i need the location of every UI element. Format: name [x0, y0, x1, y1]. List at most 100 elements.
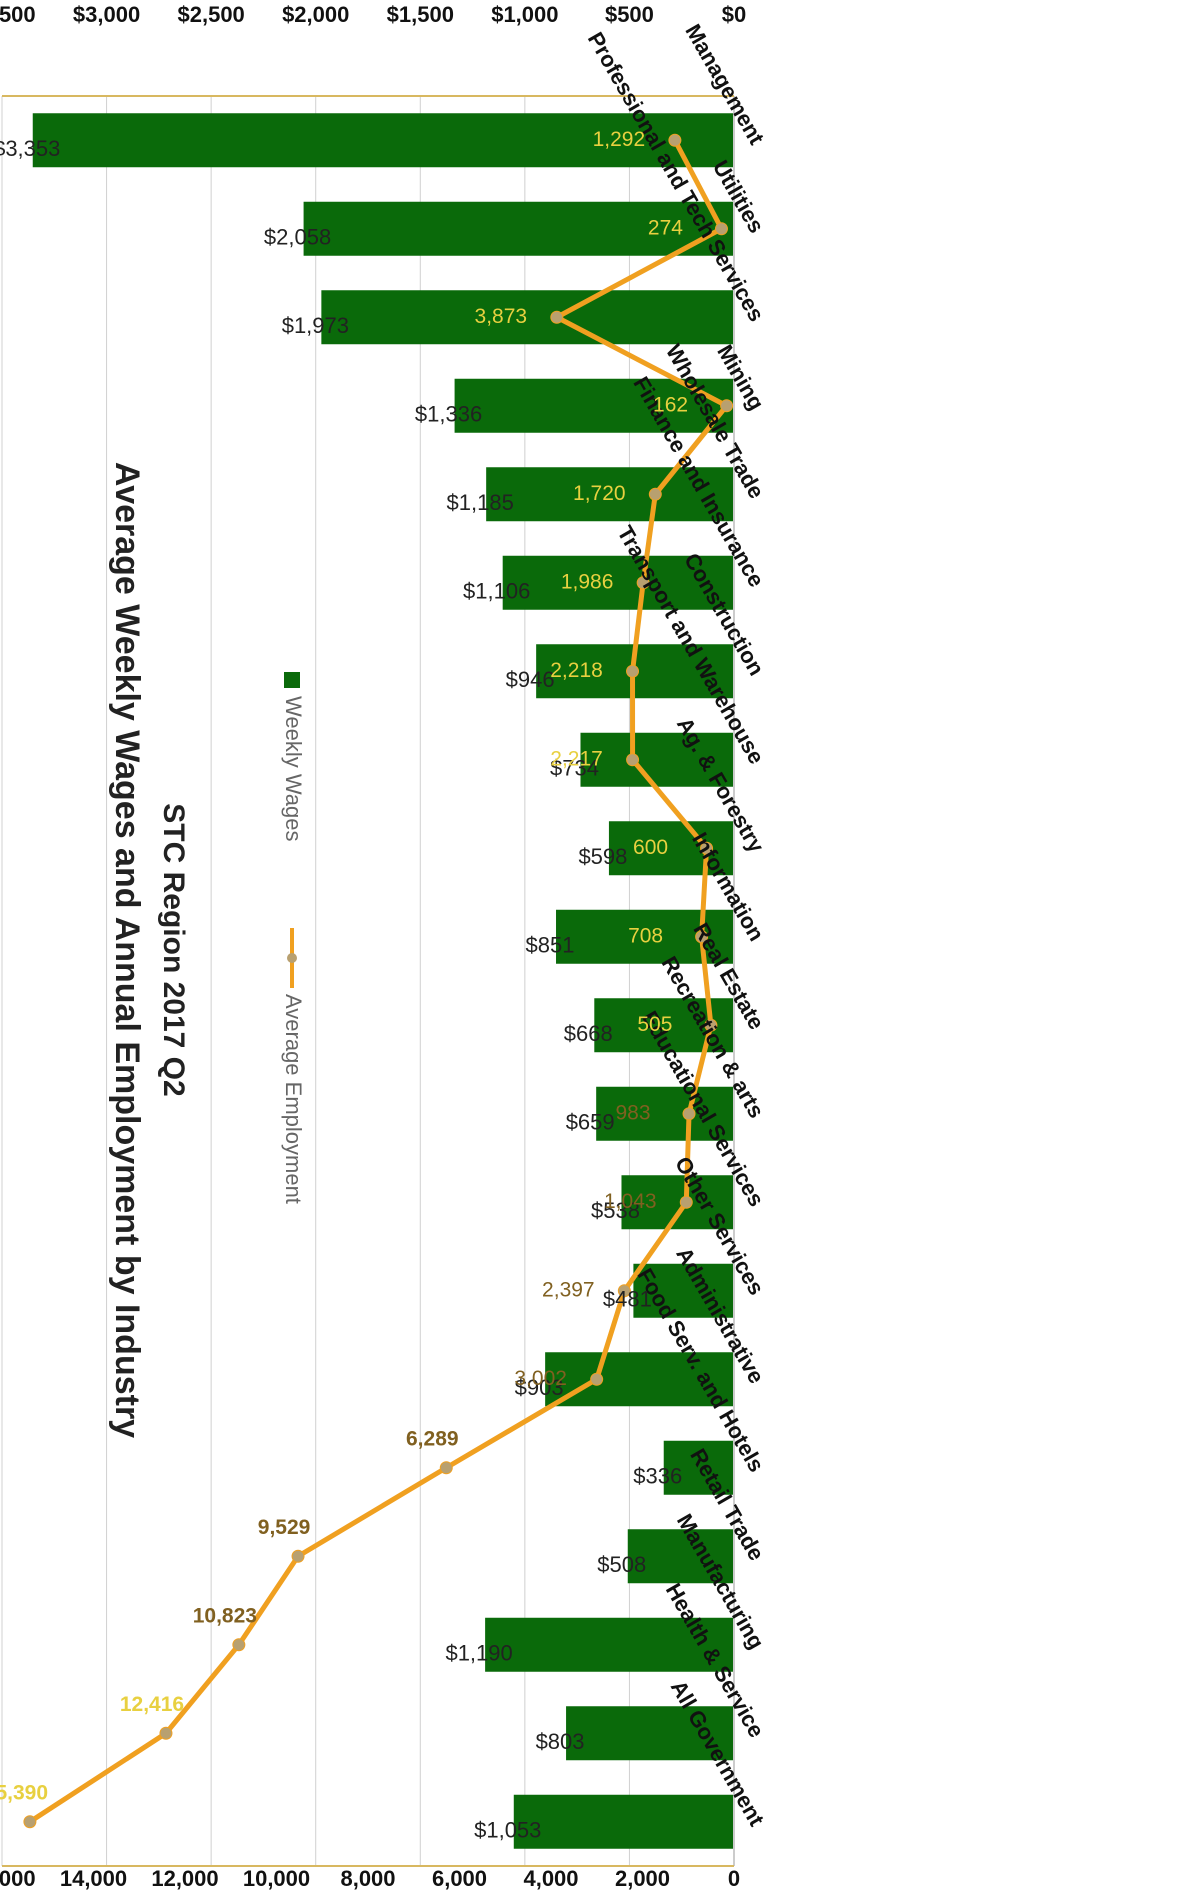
- employment-data-label: 162: [653, 393, 688, 416]
- bar: [608, 821, 734, 876]
- wage-data-label: $508: [597, 1552, 646, 1577]
- employment-marker: [720, 399, 734, 413]
- legend-label-wages: Weekly Wages: [281, 696, 306, 842]
- wage-data-label: $1,185: [447, 490, 514, 515]
- wage-data-label: $481: [603, 1287, 652, 1312]
- employment-marker: [648, 487, 662, 501]
- secondary-tick-label: 0: [728, 1866, 740, 1891]
- employment-marker: [682, 1107, 696, 1121]
- chart-title: Average Weekly Wages and Annual Employme…: [108, 462, 146, 1438]
- secondary-tick-label: 12,000: [151, 1866, 218, 1891]
- bar: [502, 555, 734, 610]
- wage-data-label: $1,106: [463, 579, 530, 604]
- wage-data-label: $668: [564, 1021, 613, 1046]
- secondary-tick-label: 6,000: [432, 1866, 487, 1891]
- employment-marker: [550, 310, 564, 324]
- secondary-tick-label: 4,000: [523, 1866, 578, 1891]
- bar: [633, 1263, 734, 1318]
- line-layer: [23, 133, 734, 1829]
- bars-layer: [32, 113, 734, 1849]
- bar: [32, 113, 734, 168]
- primary-tick-label: $2,500: [177, 2, 244, 27]
- employment-marker: [439, 1461, 453, 1475]
- primary-tick-label: $3,000: [73, 2, 140, 27]
- primary-tick-label: $2,000: [282, 2, 349, 27]
- employment-data-label: 600: [633, 836, 668, 859]
- bar: [663, 1440, 734, 1495]
- employment-marker: [668, 133, 682, 147]
- secondary-tick-label: 14,000: [60, 1866, 127, 1891]
- legend: Weekly Wages Average Employment: [281, 672, 306, 1204]
- bar: [566, 1706, 734, 1761]
- employment-data-label: 2,217: [550, 747, 603, 770]
- employment-data-label: 1,986: [561, 570, 614, 593]
- primary-tick-label: $0: [722, 2, 746, 27]
- wage-data-label: $1,053: [474, 1818, 541, 1843]
- bar: [321, 290, 734, 345]
- wage-data-label: $946: [506, 667, 555, 692]
- wage-data-label: $538: [591, 1198, 640, 1223]
- employment-data-label: 2,218: [550, 659, 603, 682]
- bar: [594, 998, 734, 1053]
- employment-data-label: 1,292: [593, 128, 646, 151]
- chart-plot-group: $0 $500 $1,000 $1,500 $2,000 $2,500 $3,000 $3,5…: [0, 2, 770, 1891]
- bar: [486, 467, 734, 522]
- bar: [596, 1086, 734, 1141]
- primary-tick-label: $1,000: [491, 2, 558, 27]
- primary-tick-label: $3,500: [0, 2, 36, 27]
- secondary-tick-label: 8,000: [340, 1866, 395, 1891]
- employment-data-label: 708: [628, 924, 663, 947]
- wage-data-label: $851: [526, 933, 575, 958]
- employment-marker: [159, 1726, 173, 1740]
- employment-data-label: 983: [616, 1101, 651, 1124]
- employment-data-label: 1,043: [604, 1190, 657, 1213]
- bar: [454, 378, 734, 433]
- legend-marker-employment: [287, 953, 297, 963]
- bar: [303, 201, 734, 256]
- bar: [627, 1529, 734, 1584]
- wage-data-label: $598: [578, 844, 627, 869]
- employment-marker: [679, 1195, 693, 1209]
- wage-data-label: $659: [566, 1110, 615, 1135]
- bar: [485, 1617, 734, 1672]
- wage-data-label: $1,973: [282, 313, 349, 338]
- wage-data-label: $1,190: [445, 1641, 512, 1666]
- wage-data-label: $2,058: [264, 225, 331, 250]
- secondary-tick-label: 10,000: [243, 1866, 310, 1891]
- employment-data-label: 1,720: [573, 482, 626, 505]
- employment-marker: [714, 222, 728, 236]
- secondary-tick-label: 16,000: [0, 1866, 36, 1891]
- employment-marker: [700, 841, 714, 855]
- wage-data-label: $803: [536, 1729, 585, 1754]
- employment-marker: [590, 1372, 604, 1386]
- employment-data-label: 12,416: [120, 1693, 184, 1716]
- bar: [545, 1352, 734, 1407]
- employment-marker: [626, 753, 640, 767]
- bar: [621, 1175, 734, 1230]
- wage-data-label: $336: [633, 1464, 682, 1489]
- legend-swatch-wages: [284, 672, 300, 688]
- employment-data-label: 10,823: [193, 1604, 257, 1627]
- secondary-tick-label: 2,000: [615, 1866, 670, 1891]
- primary-tick-label: $500: [605, 2, 654, 27]
- wage-data-label: $1,336: [415, 402, 482, 427]
- employment-marker: [291, 1549, 305, 1563]
- employment-data-label: 505: [637, 1013, 672, 1036]
- wage-data-label: $903: [515, 1375, 564, 1400]
- primary-tick-label: $1,500: [387, 2, 454, 27]
- text-layer: Average Weekly Wages and Annual Employme…: [108, 462, 306, 1438]
- employment-data-label: 9,529: [258, 1516, 311, 1539]
- employment-data-label: 15,390: [0, 1781, 48, 1804]
- employment-marker: [617, 1284, 631, 1298]
- bar: [580, 732, 734, 787]
- legend-label-employment: Average Employment: [281, 994, 306, 1204]
- axes-layer: $0 $500 $1,000 $1,500 $2,000 $2,500 $3,000 $3,5…: [0, 2, 746, 1891]
- grid-layer: [1, 96, 630, 1866]
- employment-line: [28, 139, 730, 1824]
- bar: [556, 909, 734, 964]
- employment-marker: [636, 576, 650, 590]
- employment-data-label: 274: [648, 216, 683, 239]
- wage-data-label: $734: [550, 756, 599, 781]
